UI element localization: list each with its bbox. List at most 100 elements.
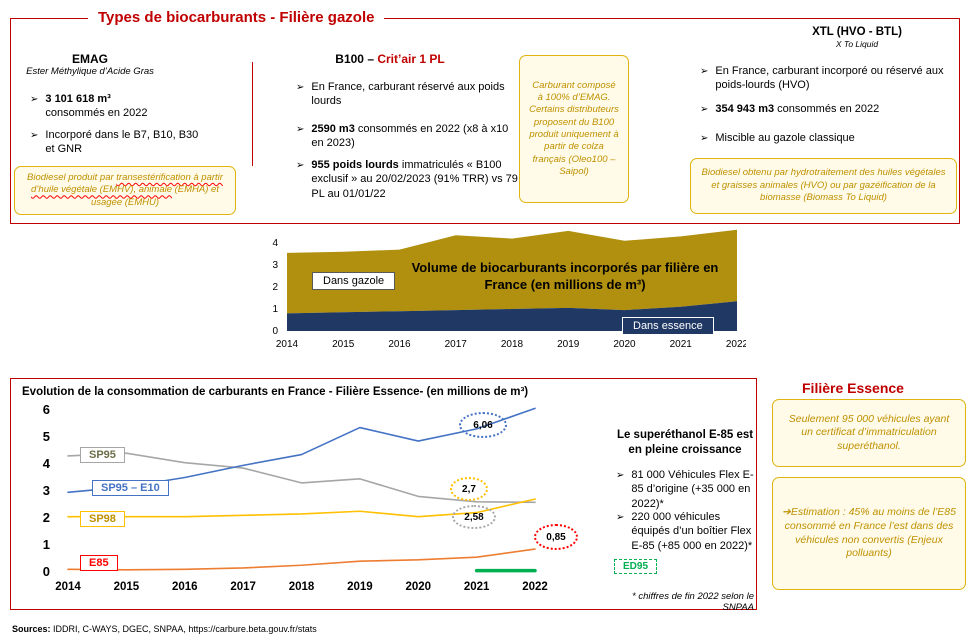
xtl-miscible-text: Miscible au gazole classique	[715, 132, 855, 144]
svg-text:2: 2	[272, 282, 278, 293]
svg-text:4: 4	[43, 456, 51, 471]
bullet-arrow-icon: ➢	[30, 94, 39, 105]
b100-trucks-value: 955 poids lourds	[311, 159, 399, 171]
b100-volume-text: 2590 m3 consommés en 2022 (x8 à x10 en 2…	[311, 122, 514, 151]
emag-volume-value: 3 101 618 m³	[45, 93, 111, 105]
svg-text:2016: 2016	[388, 339, 411, 350]
svg-text:2017: 2017	[445, 339, 468, 350]
e85-growth-title: Le superéthanol E-85 est en pleine crois…	[616, 429, 754, 456]
area-label-gazole: Dans gazole	[312, 272, 396, 290]
svg-text:0: 0	[43, 564, 50, 579]
b100-trucks-rest: immatriculés « B100 exclusif » au 20/02/…	[311, 159, 518, 200]
xtl-usage-text: En France, carburant incorporé ou réserv…	[715, 65, 944, 92]
essence-section-title: Filière Essence	[802, 380, 904, 396]
xtl-title: XTL (HVO - BTL)	[812, 26, 902, 38]
gazole-section-title: Types de biocarburants - Filière gazole	[88, 9, 385, 26]
xtl-note: Biodiesel obtenu par hydrotraitement des…	[690, 158, 957, 214]
emag-note-text: Biodiesel produit par transestérificatio…	[24, 172, 226, 209]
b100-note: Carburant composé à 100% d’EMAG. Certain…	[519, 55, 629, 203]
emag-note-part2: (EMHA) et usagée (EMHU)	[90, 184, 219, 208]
svg-text:6: 6	[43, 402, 50, 417]
essence-note-estimation-body: Estimation : 45% au moins de l’E85 conso…	[784, 506, 956, 560]
emag-blends-text: Incorporé dans le B7, B10, B30 et GNR	[45, 129, 199, 156]
e85-bullet-flex-kit: ➢ 220 000 véhicules équipés d’un boîtier…	[616, 510, 758, 553]
svg-text:2019: 2019	[347, 581, 373, 593]
svg-text:5: 5	[43, 429, 50, 444]
e85-flex-kit-text: 220 000 véhicules équipés d’un boîtier F…	[631, 511, 753, 552]
svg-text:2021: 2021	[464, 581, 490, 593]
legend-sp95-e10: SP95 – E10	[92, 480, 169, 496]
b100-trucks-text: 955 poids lourds immatriculés « B100 exc…	[311, 158, 518, 201]
svg-text:2018: 2018	[289, 581, 315, 593]
e85-bullet-flex-origin: ➢ 81 000 Véhicules Flex E-85 d’origine (…	[616, 468, 758, 511]
svg-text:2014: 2014	[55, 581, 81, 593]
callout-sp95-e10-value: 6,06	[459, 412, 507, 438]
bullet-arrow-icon: ➢	[30, 130, 39, 141]
svg-text:4: 4	[272, 238, 278, 249]
bullet-arrow-icon: ➢	[700, 66, 709, 77]
gazole-section-box	[10, 18, 960, 224]
svg-text:0: 0	[272, 326, 278, 337]
legend-ed95: ED95	[614, 559, 658, 574]
area-label-essence: Dans essence	[622, 317, 714, 335]
xtl-volume-text: 354 943 m3 consommés en 2022	[715, 102, 879, 116]
bullet-arrow-icon: ➢	[296, 82, 305, 93]
bullet-arrow-icon: ➢	[296, 124, 305, 135]
essence-note-estimation: ➔Estimation : 45% au moins de l’E85 cons…	[772, 477, 966, 590]
essence-note-registration: Seulement 95 000 véhicules ayant un cert…	[772, 399, 966, 467]
xtl-subtitle: X To Liquid	[835, 39, 879, 49]
essence-chart-title: Evolution de la consommation de carburan…	[22, 386, 529, 398]
svg-text:1: 1	[272, 304, 278, 315]
b100-title-prefix: B100 –	[335, 52, 378, 66]
legend-sp98: SP98	[80, 511, 125, 527]
essence-note-estimation-text: ➔Estimation : 45% au moins de l’E85 cons…	[782, 506, 956, 561]
svg-text:2015: 2015	[332, 339, 355, 350]
emag-volume-rest: consommés en 2022	[45, 107, 148, 120]
bullet-arrow-icon: ➢	[700, 133, 709, 144]
b100-volume-value: 2590 m3	[311, 123, 355, 135]
svg-text:2016: 2016	[172, 581, 198, 593]
column-divider	[252, 62, 253, 166]
legend-sp95: SP95	[80, 447, 125, 463]
essence-section-box	[10, 378, 757, 610]
emag-bullet-blends: ➢ Incorporé dans le B7, B10, B30 et GNR	[30, 128, 210, 157]
svg-text:2014: 2014	[276, 339, 299, 350]
svg-text:1: 1	[43, 537, 50, 552]
sources-label: Sources:	[12, 624, 51, 634]
callout-sp98-value: 2,7	[450, 477, 488, 501]
bullet-arrow-icon: ➢	[616, 470, 625, 481]
xtl-bullet-volume: ➢ 354 943 m3 consommés en 2022	[700, 102, 958, 116]
area-chart-title: Volume de biocarburants incorporés par f…	[411, 260, 719, 292]
bullet-arrow-icon: ➢	[296, 160, 305, 171]
legend-e85: E85	[80, 555, 118, 571]
bullet-arrow-icon: ➢	[700, 104, 709, 115]
arrow-right-icon: ➔	[782, 506, 791, 519]
emag-subtitle: Ester Méthylique d’Acide Gras	[26, 66, 154, 77]
sources-text: IDDRI, C-WAYS, DGEC, SNPAA, https://carb…	[50, 624, 317, 634]
svg-text:2021: 2021	[670, 339, 693, 350]
svg-text:2022: 2022	[522, 581, 548, 593]
essence-consumption-line-chart: 0 1 2 3 4 5 6 2014 2015 2016 2017 2018 2019 2020 2021 2…	[43, 402, 548, 593]
svg-text:2022: 2022	[726, 339, 746, 350]
svg-text:2017: 2017	[230, 581, 256, 593]
svg-text:3: 3	[272, 260, 278, 271]
emag-title: EMAG	[72, 52, 108, 66]
b100-title: B100 – Crit’air 1 PL	[270, 52, 510, 66]
b100-bullet-usage: ➢ En France, carburant réservé aux poids…	[296, 80, 514, 109]
svg-text:2020: 2020	[613, 339, 636, 350]
svg-text:2015: 2015	[114, 581, 140, 593]
emag-bullet-volume-text: 3 101 618 m³ consommés en 2022	[45, 92, 147, 121]
xtl-volume-rest: consommés en 2022	[774, 103, 880, 115]
b100-volume-rest: consommés en 2022 (x8 à x10 en 2023)	[311, 123, 509, 150]
svg-text:2019: 2019	[557, 339, 580, 350]
e85-flex-origin-text: 81 000 Véhicules Flex E-85 d’origine (+3…	[631, 469, 754, 510]
svg-text:3: 3	[43, 483, 50, 498]
emag-note-wavy: transestérification à partir d’huile vég…	[31, 171, 223, 196]
b100-bullet-volume: ➢ 2590 m3 consommés en 2022 (x8 à x10 en…	[296, 122, 514, 151]
xtl-bullet-miscible: ➢ Miscible au gazole classique	[700, 131, 958, 145]
svg-text:2: 2	[43, 510, 50, 525]
svg-text:2020: 2020	[405, 581, 431, 593]
bullet-arrow-icon: ➢	[616, 512, 625, 523]
emag-bullet-volume: ➢ 3 101 618 m³ consommés en 2022	[30, 92, 235, 121]
